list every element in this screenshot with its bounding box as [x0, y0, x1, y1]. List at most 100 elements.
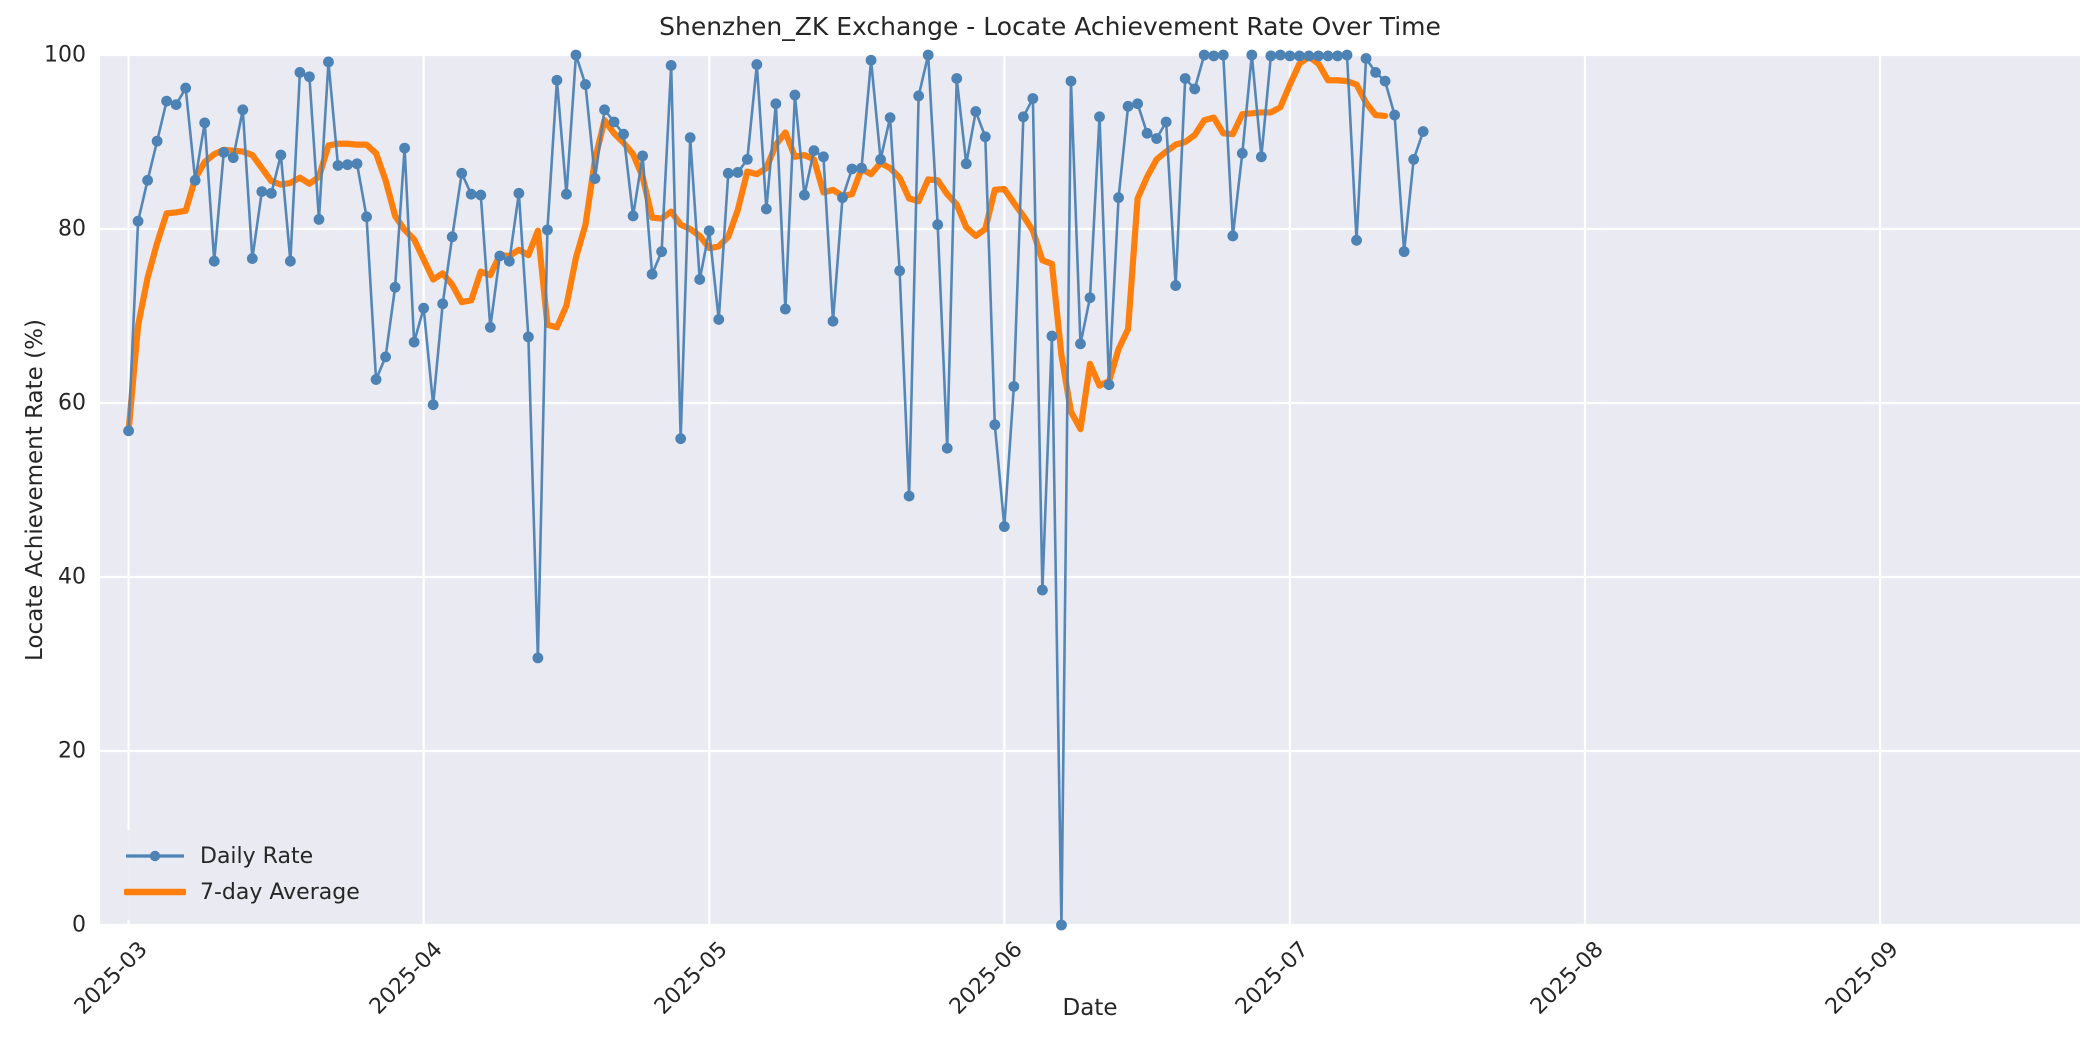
data-point-marker — [865, 54, 877, 66]
data-point-marker — [189, 174, 201, 186]
data-point-marker — [637, 150, 648, 162]
data-point-marker — [770, 98, 782, 110]
data-point-marker — [665, 60, 677, 71]
legend-label-7day-average: 7-day Average — [200, 879, 360, 905]
data-point-marker — [1332, 50, 1343, 62]
data-point-marker — [675, 433, 687, 445]
data-point-marker — [970, 106, 982, 117]
data-point-marker — [1189, 83, 1201, 95]
legend-item-7day-average[interactable]: 7-day Average — [122, 874, 360, 910]
data-point-marker — [779, 303, 791, 315]
data-point-marker — [1160, 116, 1172, 128]
data-point-marker — [1389, 109, 1401, 121]
data-point-marker — [741, 154, 753, 165]
data-point-marker — [180, 82, 192, 94]
data-point-marker — [389, 281, 401, 293]
data-point-marker — [1141, 127, 1153, 139]
series-line-7day-average — [125, 53, 1389, 434]
data-point-marker — [646, 268, 658, 280]
data-point-marker — [837, 192, 848, 204]
data-point-marker — [894, 265, 906, 277]
data-point-marker — [722, 167, 734, 179]
legend-label-daily-rate: Daily Rate — [200, 843, 314, 869]
data-point-marker — [570, 49, 582, 61]
data-point-marker — [151, 135, 163, 147]
data-point-marker — [875, 154, 886, 165]
data-point-marker — [313, 214, 325, 225]
data-point-marker — [998, 521, 1010, 532]
data-point-marker — [503, 255, 515, 267]
legend-item-daily-rate[interactable]: Daily Rate — [124, 838, 360, 874]
y-tick-label: 20 — [58, 738, 86, 764]
data-point-marker — [989, 419, 1001, 431]
data-point-marker — [1408, 154, 1420, 165]
data-point-marker — [1351, 234, 1362, 246]
data-point-marker — [1274, 49, 1286, 61]
data-point-marker — [1379, 75, 1391, 87]
data-point-marker — [370, 374, 382, 385]
data-point-marker — [951, 73, 963, 84]
data-point-marker — [580, 79, 591, 90]
data-point-marker — [532, 652, 544, 664]
data-point-marker — [408, 336, 420, 348]
data-point-marker — [589, 173, 601, 184]
data-point-marker — [361, 211, 372, 223]
data-point-marker — [1284, 50, 1296, 62]
data-point-marker — [979, 131, 991, 143]
vertical-gridlines — [127, 55, 1882, 925]
data-point-marker — [1294, 50, 1305, 62]
data-point-marker — [161, 95, 173, 107]
data-point-marker — [799, 189, 810, 201]
data-point-marker — [1255, 151, 1267, 163]
data-point-marker — [246, 253, 258, 264]
data-point-marker — [1046, 330, 1058, 342]
plot-svg — [100, 49, 2080, 931]
data-point-marker — [199, 117, 211, 129]
x-tick-label: 2025-08 — [1526, 937, 1609, 1020]
data-point-marker — [522, 331, 534, 343]
y-tick-label: 40 — [58, 564, 86, 590]
data-point-marker — [132, 215, 144, 227]
data-point-marker — [1341, 49, 1353, 61]
data-point-marker — [608, 116, 620, 128]
data-point-marker — [1398, 246, 1410, 258]
data-point-marker — [1303, 50, 1315, 62]
data-point-marker — [475, 189, 487, 201]
data-point-marker — [903, 490, 915, 502]
data-point-marker — [856, 162, 867, 174]
data-point-marker — [684, 132, 696, 144]
data-point-marker — [437, 298, 449, 310]
data-point-marker — [627, 210, 639, 222]
chart-title: Shenzhen_ZK Exchange - Locate Achievemen… — [659, 12, 1441, 41]
x-tick-label: 2025-06 — [945, 937, 1028, 1020]
data-point-marker — [1056, 919, 1067, 931]
horizontal-gridlines — [100, 53, 2080, 927]
data-point-marker — [170, 99, 182, 110]
legend-swatch-daily-rate — [124, 846, 186, 866]
data-point-marker — [1370, 67, 1381, 78]
data-point-marker — [1198, 49, 1210, 61]
data-point-marker — [827, 315, 839, 327]
data-point-marker — [1122, 100, 1134, 112]
data-point-marker — [218, 147, 230, 158]
y-tick-label: 60 — [58, 390, 86, 416]
data-point-marker — [846, 163, 858, 175]
data-point-marker — [1170, 280, 1182, 291]
data-point-marker — [941, 442, 953, 454]
data-point-marker — [656, 246, 668, 258]
y-tick-label: 100 — [44, 42, 86, 68]
legend-swatch-7day-average — [122, 882, 188, 902]
data-point-marker — [1027, 93, 1039, 104]
data-point-marker — [1084, 292, 1096, 304]
data-point-marker — [1417, 126, 1429, 137]
data-point-marker — [351, 158, 363, 170]
data-point-marker — [446, 231, 458, 243]
data-point-marker — [694, 274, 706, 285]
data-point-marker — [1151, 133, 1163, 144]
data-point-marker — [808, 145, 820, 157]
data-point-marker — [542, 224, 553, 236]
data-point-marker — [922, 49, 934, 61]
data-point-marker — [732, 167, 744, 178]
data-point-marker — [484, 321, 496, 333]
